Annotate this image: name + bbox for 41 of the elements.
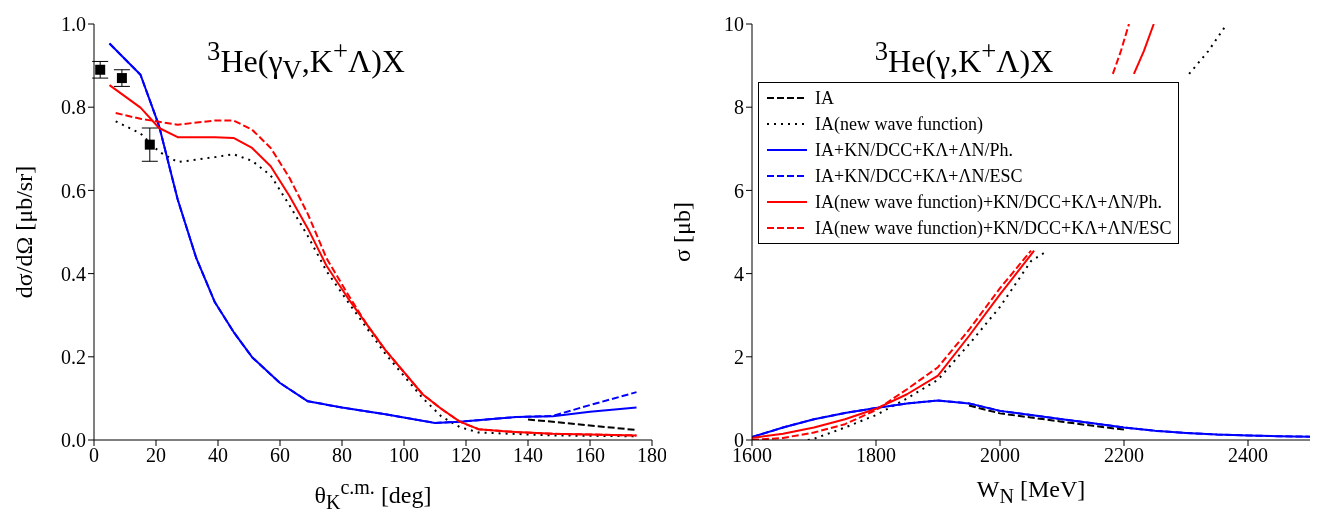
point — [95, 64, 106, 75]
y-tick-label: 10 — [724, 13, 744, 36]
y-tick-label: 0.8 — [61, 96, 86, 119]
x-tick-label: 2400 — [1228, 444, 1268, 467]
x-tick-label: 160 — [575, 444, 605, 467]
legend-label: IA(new wave function)+KN/DCC+KΛ+ΛN/ESC — [815, 217, 1172, 240]
x-axis-title: W$_{N}$ [MeV] — [976, 476, 1086, 507]
x-tick-label: 100 — [389, 444, 419, 467]
text: $^{3}$He(γ,K$^{+}$Λ)X — [874, 36, 1054, 79]
legend-label: IA+KN/DCC+KΛ+ΛN/ESC — [815, 165, 1023, 188]
x-tick-label: 60 — [270, 444, 290, 467]
y-tick-label: 6 — [734, 179, 744, 202]
legend-label: IA — [815, 87, 834, 110]
legend-label: IA+KN/DCC+KΛ+ΛN/Ph. — [815, 139, 1014, 162]
y-tick-label: 0.0 — [61, 429, 86, 452]
legend-label: IA(new wave function) — [815, 113, 983, 136]
y-tick-label: 1.0 — [61, 13, 86, 36]
y-tick-label: 2 — [734, 345, 744, 368]
x-axis-title: θ$_{K}$$^{c.m.}$ [deg] — [314, 476, 432, 513]
y-tick-label: 0.4 — [61, 262, 86, 285]
legend-label: IA(new wave function)+KN/DCC+KΛ+ΛN/Ph. — [815, 191, 1163, 214]
line-series — [527, 418, 638, 432]
x-tick-label: 1800 — [856, 444, 896, 467]
y-tick-label: 8 — [734, 96, 744, 119]
x-tick-label: 180 — [637, 444, 667, 467]
y-axis-title: σ [μb] — [668, 202, 695, 262]
x-tick-label: 140 — [513, 444, 543, 467]
text: $^{3}$He(γ$_{V}$,K$^{+}$Λ)X — [207, 36, 405, 86]
y-tick-label: 4 — [734, 262, 744, 285]
point — [116, 73, 127, 84]
x-tick-label: 80 — [332, 444, 352, 467]
x-tick-label: 40 — [208, 444, 228, 467]
x-tick-label: 2000 — [980, 444, 1020, 467]
x-tick-label: 20 — [146, 444, 166, 467]
x-tick-label: 120 — [451, 444, 481, 467]
y-axis-title: dσ/dΩ [μb/sr] — [10, 165, 37, 299]
y-tick-label: 0.6 — [61, 179, 86, 202]
line-series — [968, 404, 1125, 431]
y-tick-label: 0.2 — [61, 345, 86, 368]
x-tick-label: 2200 — [1104, 444, 1144, 467]
point — [144, 139, 155, 150]
